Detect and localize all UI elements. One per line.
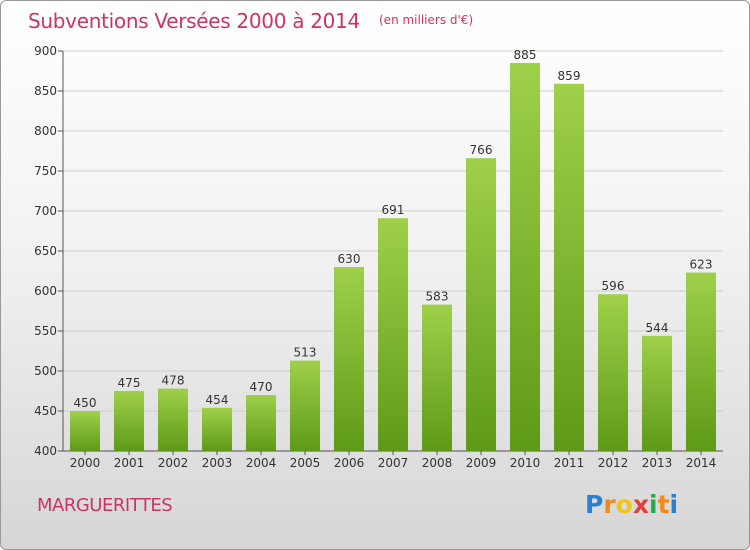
bar [422,304,452,451]
data-labels: 450 475 478 454 470 513 630 691 583 766 885 859 596 5… [74,48,713,410]
x-tick-label: 2005 [290,456,321,470]
bar [378,218,408,451]
x-tick-label: 2003 [202,456,233,470]
bar [598,294,628,451]
data-label: 766 [470,143,493,157]
data-label: 513 [294,346,317,360]
data-label: 859 [558,69,581,83]
bar [114,391,144,451]
logo-letter: P [585,490,604,519]
x-tick-label: 2001 [114,456,145,470]
bar [158,388,188,451]
bar [246,395,276,451]
x-tick-label: 2014 [686,456,717,470]
bars [70,63,716,452]
bar [466,158,496,451]
logo-letter: r [603,490,616,519]
data-label: 623 [690,258,713,272]
proxiti-logo[interactable]: Proxiti [585,490,678,519]
chart-title: Subventions Versées 2000 à 2014 [28,9,360,33]
x-tick-label: 2010 [510,456,541,470]
bar [642,335,672,451]
logo-letter: x [632,490,649,519]
x-tick-label: 2004 [246,456,277,470]
y-tick-label: 750 [34,164,57,178]
y-tick-label: 400 [34,444,57,458]
data-label: 470 [250,380,273,394]
data-label: 596 [602,279,625,293]
x-tick-label: 2007 [378,456,409,470]
data-label: 454 [206,393,229,407]
y-tick-label: 600 [34,284,57,298]
x-tick-label: 2011 [554,456,585,470]
title-row: Subventions Versées 2000 à 2014 (en mill… [28,9,473,33]
y-tick-label: 800 [34,124,57,138]
bar [510,63,540,451]
y-tick-label: 900 [34,44,57,58]
x-tick-label: 2009 [466,456,497,470]
logo-letter: o [615,490,633,519]
data-label: 475 [118,376,141,390]
y-tick-label: 650 [34,244,57,258]
bar [334,267,364,451]
x-tick-label: 2000 [70,456,101,470]
x-tick-label: 2012 [598,456,629,470]
data-label: 583 [426,290,449,304]
data-label: 630 [338,252,361,266]
data-label: 691 [382,203,405,217]
y-tick-label: 550 [34,324,57,338]
logo-letter: i [649,490,658,519]
chart-subtitle: (en milliers d'€) [379,13,474,27]
bar [290,360,320,451]
data-label: 885 [514,48,537,62]
data-label: 544 [646,321,669,335]
data-label: 478 [162,374,185,388]
x-tick-label: 2008 [422,456,453,470]
logo-letter: t [657,490,670,519]
commune-name: MARGUERITTES [37,495,173,516]
bar [202,407,232,451]
y-tick-label: 700 [34,204,57,218]
x-tick-label: 2002 [158,456,189,470]
bar [70,411,100,451]
y-tick-label: 450 [34,404,57,418]
bar [686,272,716,451]
logo-letter: i [669,490,679,519]
data-label: 450 [74,396,97,410]
bar [554,83,584,452]
x-tick-label: 2013 [642,456,673,470]
y-tick-label: 850 [34,84,57,98]
y-tick-label: 500 [34,364,57,378]
x-tick-label: 2006 [334,456,365,470]
